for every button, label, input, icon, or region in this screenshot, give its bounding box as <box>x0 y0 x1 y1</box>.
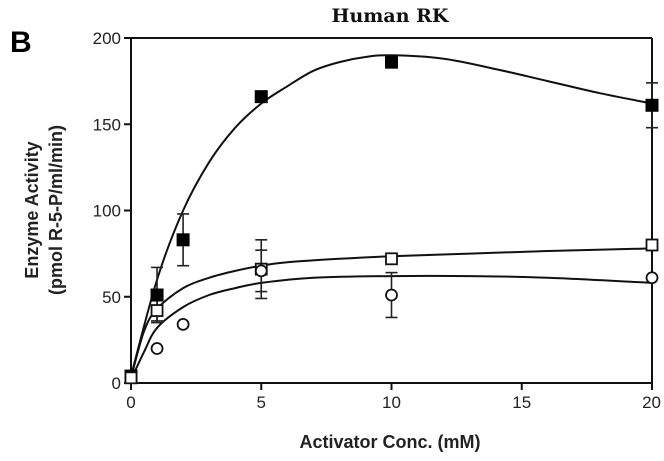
fit-curves <box>130 54 653 381</box>
filled-square-point <box>150 288 164 302</box>
data-points <box>124 55 659 385</box>
x-tick-label: 15 <box>512 393 531 412</box>
panel-label: B <box>10 26 32 59</box>
fit-curve-1 <box>130 54 653 377</box>
y-axis-label-line-2: (pmol R-5-P/ml/min) <box>46 125 66 295</box>
open-square-point <box>124 371 138 385</box>
y-tick-label: 200 <box>93 29 121 48</box>
x-tick-label: 20 <box>642 393 661 412</box>
filled-square-point <box>176 233 190 247</box>
open-circle-point <box>176 317 190 331</box>
open-circle-point <box>254 264 268 278</box>
x-axis-label: Activator Conc. (mM) <box>299 432 480 452</box>
y-tick-label: 150 <box>93 115 121 134</box>
y-tick-label: 0 <box>112 374 121 393</box>
filled-square-point <box>645 98 659 112</box>
open-circle-point <box>150 342 164 355</box>
fit-curve-3 <box>130 274 653 381</box>
open-square-point <box>385 252 398 266</box>
x-tick-label: 0 <box>126 393 135 412</box>
x-ticks: 0 5 10 15 20 <box>126 383 661 412</box>
y-ticks: 0 50 100 150 200 <box>93 29 131 393</box>
open-square-point <box>150 304 164 317</box>
y-axis-label-line-1: Enzyme Activity <box>22 141 42 278</box>
open-square-point <box>645 238 659 252</box>
filled-square-point <box>254 90 268 104</box>
filled-square-point <box>385 55 398 69</box>
y-tick-label: 100 <box>93 202 121 221</box>
y-tick-label: 50 <box>102 288 121 307</box>
x-tick-label: 10 <box>382 393 401 412</box>
error-bars <box>151 82 658 324</box>
open-circle-point <box>645 271 659 285</box>
x-tick-label: 5 <box>257 393 266 412</box>
open-circle-point <box>385 288 398 302</box>
chart-title: Human RK <box>332 5 450 27</box>
